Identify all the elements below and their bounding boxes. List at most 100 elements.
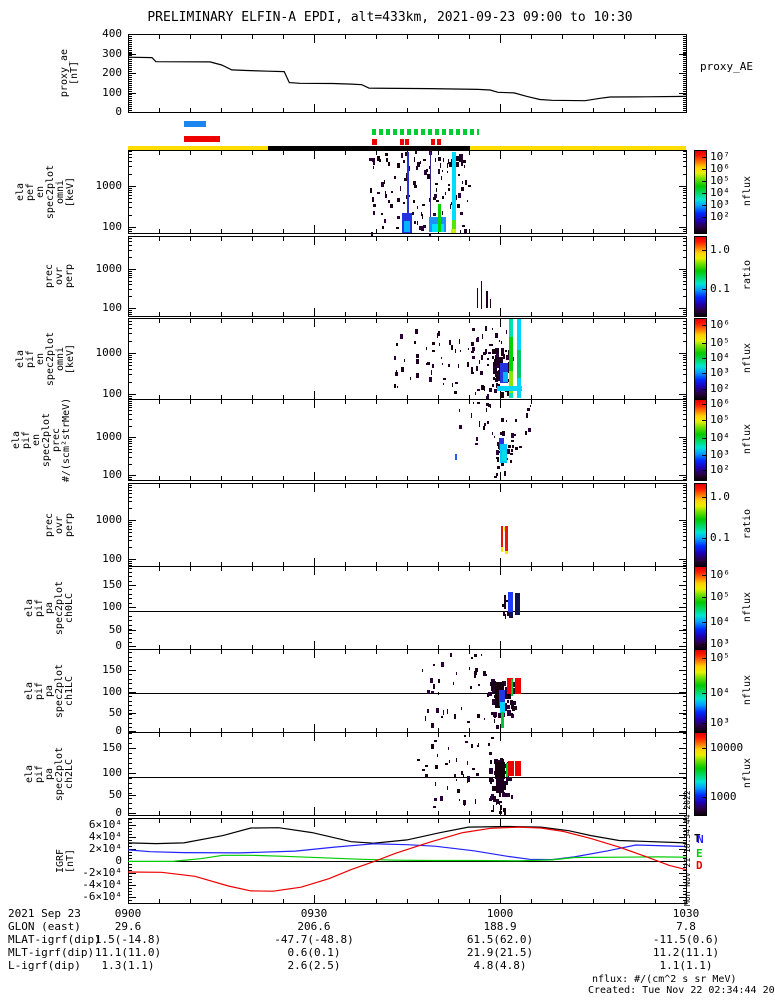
x-minor-tick — [469, 35, 470, 39]
x-minor-tick — [562, 728, 563, 732]
spec-cell — [486, 403, 489, 406]
y-minor-tick — [683, 572, 686, 573]
panel-pif-en-omni — [128, 318, 687, 400]
spec-cell — [432, 364, 434, 368]
x-minor-tick — [252, 476, 253, 480]
y-minor-tick — [129, 231, 132, 232]
x-minor-tick — [438, 645, 439, 649]
colorbar-tick-label: 10⁶ — [710, 162, 730, 175]
spec-cell — [464, 165, 465, 168]
x-minor-tick — [438, 476, 439, 480]
x-minor-tick — [159, 567, 160, 571]
colorbar-unit-label: nflux — [742, 757, 753, 788]
x-minor-tick — [469, 151, 470, 155]
x-minor-tick — [624, 819, 625, 823]
x-minor-tick — [407, 237, 408, 241]
x-minor-tick — [562, 562, 563, 566]
spec-cell — [493, 368, 496, 374]
spec-cell — [475, 392, 476, 395]
spec-cell — [451, 345, 453, 350]
spec-cell — [507, 693, 511, 699]
x-minor-tick — [531, 484, 532, 488]
y-minor-tick — [683, 696, 686, 697]
spec-cell — [416, 166, 418, 170]
x-minor-tick — [562, 819, 563, 823]
x-minor-tick — [283, 395, 284, 399]
y-minor-tick — [683, 714, 686, 715]
y-minor-tick — [129, 174, 132, 175]
x-major-tick — [314, 472, 315, 480]
x-minor-tick — [190, 319, 191, 323]
x-minor-tick — [407, 567, 408, 571]
x-minor-tick — [593, 819, 594, 823]
y-minor-tick — [129, 642, 132, 643]
x-minor-tick — [345, 229, 346, 233]
spec-feature — [507, 678, 513, 694]
spec-cell — [413, 200, 415, 203]
spec-cell — [496, 450, 499, 455]
spec-cell — [429, 233, 431, 236]
spec-cell — [478, 743, 479, 746]
spec-feature — [511, 679, 513, 696]
y-minor-tick — [683, 281, 686, 282]
footer-row-label: MLT-igrf(dip) — [8, 946, 95, 959]
y-minor-tick — [129, 783, 132, 784]
x-major-tick — [314, 641, 315, 649]
spec-feature — [490, 299, 491, 308]
colorbar-tick — [702, 438, 706, 439]
y-minor-tick — [129, 840, 132, 841]
spec-cell — [443, 383, 444, 385]
spec-cell — [502, 681, 506, 686]
spec-cell — [381, 213, 383, 215]
nflux-units-note: nflux: #/(cm^2 s sr MeV) — [592, 974, 737, 985]
x-minor-tick — [221, 650, 222, 654]
spec-cell — [530, 405, 531, 407]
x-minor-tick — [655, 899, 656, 903]
x-minor-tick — [593, 395, 594, 399]
spec-cell — [443, 710, 444, 715]
spec-cell — [477, 745, 479, 747]
spec-cell — [426, 169, 428, 172]
spec-feature — [404, 221, 410, 232]
y-major-tick — [129, 269, 136, 270]
spec-cell — [437, 754, 438, 757]
x-major-tick — [500, 484, 501, 492]
spec-cell — [388, 162, 390, 166]
x-minor-tick — [655, 819, 656, 823]
y-tick-label: 100 — [102, 685, 122, 698]
y-minor-tick — [129, 42, 132, 43]
x-minor-tick — [283, 562, 284, 566]
y-minor-tick — [129, 900, 132, 901]
x-minor-tick — [655, 733, 656, 737]
panel-pif-pa-ch1lc — [128, 649, 687, 733]
x-minor-tick — [376, 229, 377, 233]
colorbar-tick-label: 10⁴ — [710, 431, 730, 444]
spec-cell — [471, 413, 472, 418]
y-minor-tick — [683, 661, 686, 662]
y-minor-tick — [129, 828, 132, 829]
x-minor-tick — [159, 811, 160, 815]
spec-cell — [468, 185, 471, 187]
x-minor-tick — [345, 650, 346, 654]
colorbar-unit-label: ratio — [742, 508, 753, 539]
y-minor-tick — [683, 788, 686, 789]
spec-cell — [484, 718, 485, 720]
x-minor-tick — [283, 819, 284, 823]
spec-cell — [479, 421, 480, 425]
y-major-tick — [679, 54, 686, 55]
spec-cell — [507, 458, 508, 460]
colorbar-tick-label: 10⁴ — [710, 186, 730, 199]
time-tick-label: 1000 — [486, 907, 514, 920]
spec-cell — [396, 227, 399, 229]
y-minor-tick — [683, 48, 686, 49]
spec-cell — [403, 202, 405, 204]
spec-cell — [406, 195, 407, 199]
spec-cell — [489, 768, 493, 774]
spec-cell — [413, 181, 416, 185]
y-minor-tick — [129, 108, 132, 109]
x-minor-tick — [407, 733, 408, 737]
spec-cell — [512, 701, 516, 705]
spec-cell — [491, 686, 493, 691]
y-minor-tick — [683, 701, 686, 702]
x-minor-tick — [593, 650, 594, 654]
